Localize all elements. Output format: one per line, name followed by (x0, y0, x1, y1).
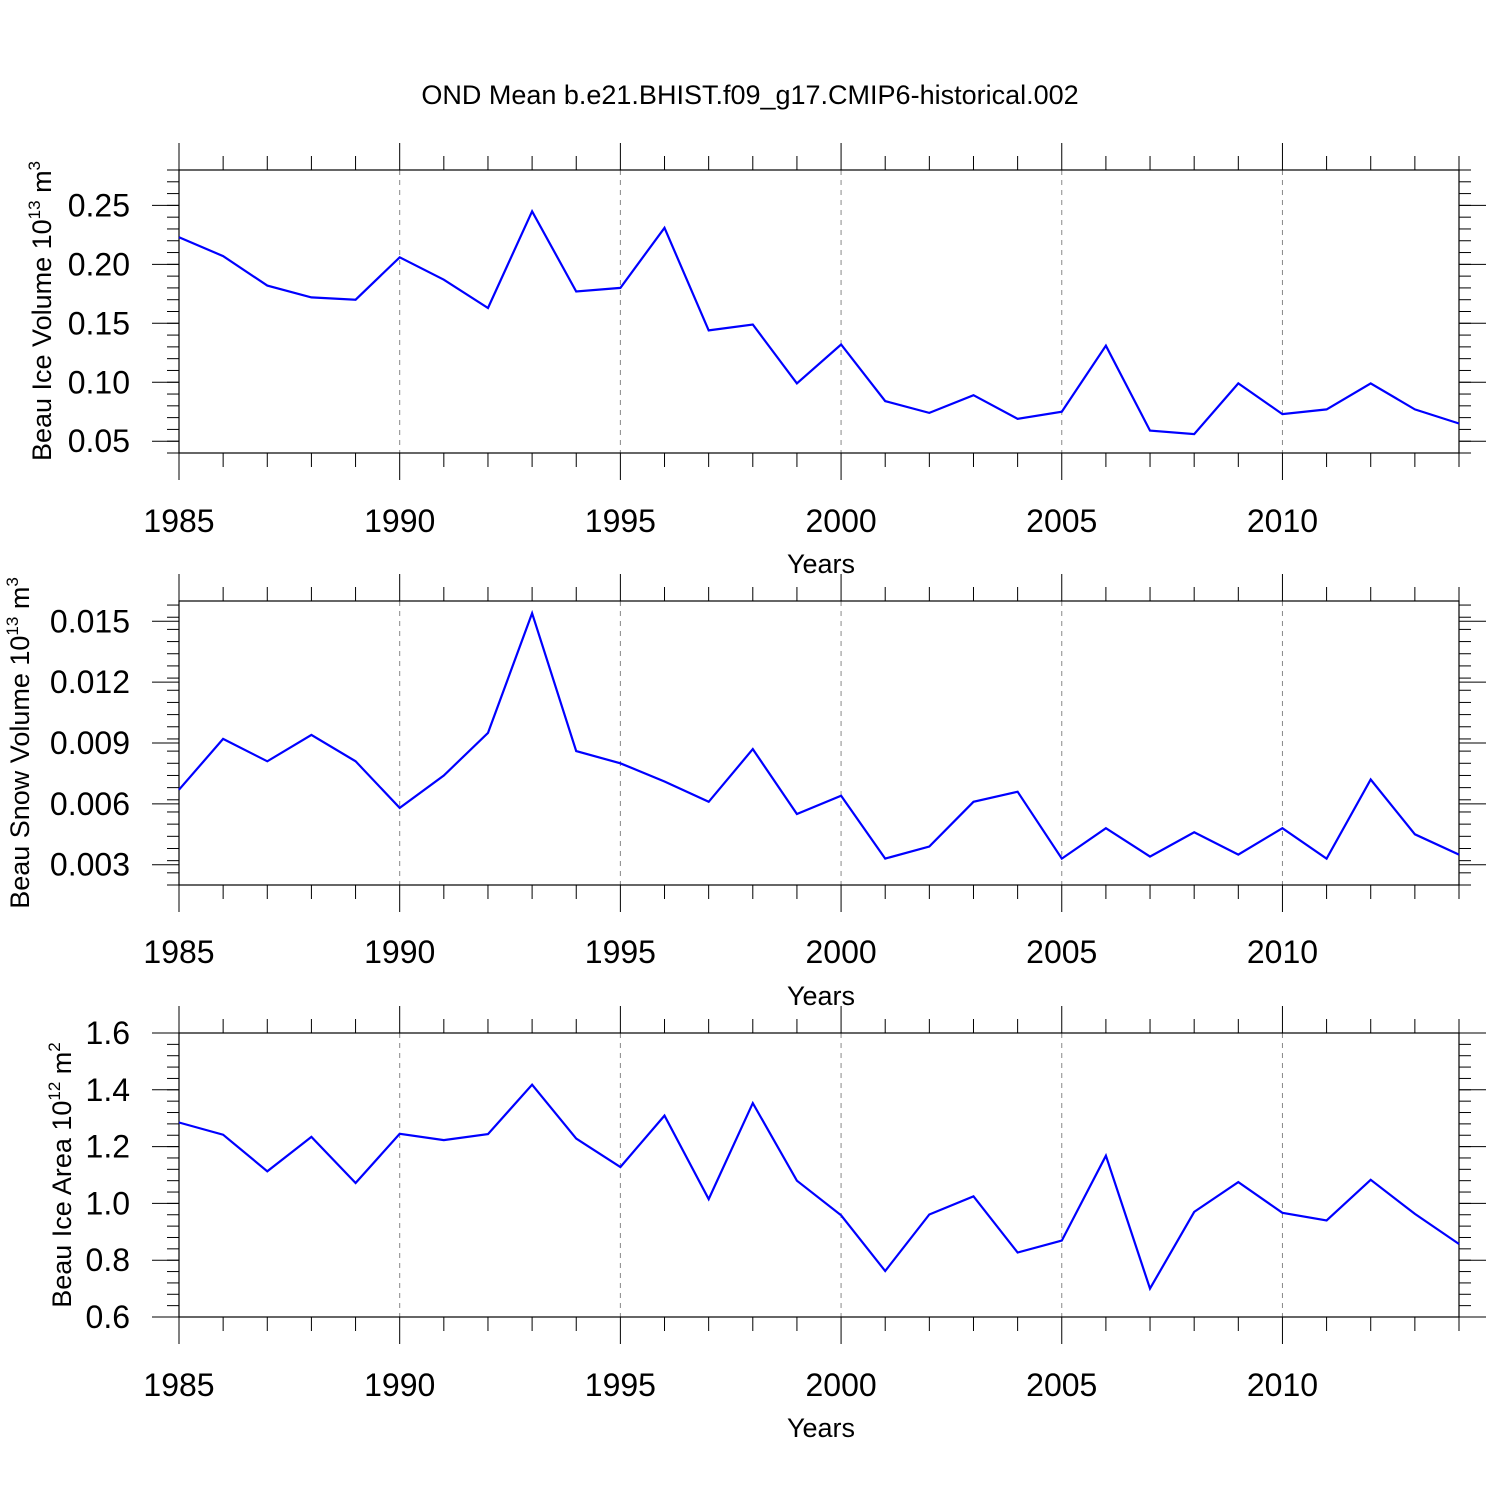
x-tick-label: 2010 (1247, 1367, 1318, 1403)
x-tick-label: 2000 (805, 503, 876, 539)
y-tick-label: 0.15 (68, 305, 130, 341)
series-line (178, 609, 1460, 861)
x-tick-label: 1985 (143, 1367, 214, 1403)
y-tick-label: 0.015 (50, 603, 130, 639)
x-tick-label: 1995 (585, 1367, 656, 1403)
x-axis-label: Years (787, 981, 855, 1011)
x-tick-label: 2000 (805, 1367, 876, 1403)
y-tick-label: 1.6 (86, 1015, 130, 1051)
panel-2: 0.003 0.006 0.009 0.012 0.015 1985 1990 1995 200… (3, 574, 1486, 1011)
x-tick-label: 2005 (1026, 934, 1097, 970)
x-tick-label: 1990 (364, 503, 435, 539)
panel-1: 0.05 0.10 0.15 0.20 0.25 1985 1990 1995 2000 2005… (25, 143, 1486, 579)
plot-frame (178, 600, 1460, 886)
y-tick-label: 0.003 (50, 847, 130, 883)
y-tick-label: 0.25 (68, 187, 130, 223)
y-tick-label: 0.009 (50, 725, 130, 761)
y-tick-label: 0.8 (86, 1242, 130, 1278)
x-tick-label: 1995 (585, 934, 656, 970)
y-tick-label: 1.0 (86, 1185, 130, 1221)
y-axis-label: Beau Ice Volume 1013 m3 (25, 161, 57, 461)
x-tick-label: 1995 (585, 503, 656, 539)
x-tick-label: 2005 (1026, 503, 1097, 539)
y-axis-label: Beau Snow Volume 1013 m3 (3, 577, 35, 909)
y-tick-label: 0.006 (50, 786, 130, 822)
x-axis-label: Years (787, 549, 855, 579)
y-tick-label: 1.2 (86, 1129, 130, 1165)
plot-frame (178, 1032, 1460, 1318)
figure-title: OND Mean b.e21.BHIST.f09_g17.CMIP6-histo… (421, 80, 1079, 110)
x-tick-label: 2005 (1026, 1367, 1097, 1403)
x-tick-label: 1985 (143, 503, 214, 539)
x-tick-label: 2010 (1247, 934, 1318, 970)
x-tick-label: 1990 (364, 934, 435, 970)
plot-frame (178, 169, 1460, 454)
series-line (178, 1083, 1460, 1292)
y-tick-label: 0.10 (68, 364, 130, 400)
y-tick-label: 0.05 (68, 423, 130, 459)
x-tick-label: 1990 (364, 1367, 435, 1403)
y-axis-label: Beau Ice Area 1012 m2 (45, 1042, 77, 1308)
x-axis-label: Years (787, 1413, 855, 1443)
y-tick-label: 0.20 (68, 246, 130, 282)
panel-3: 0.6 0.8 1.0 1.2 1.4 1.6 1985 1990 1995 2000 2005 20… (45, 1006, 1486, 1443)
x-tick-label: 2000 (805, 934, 876, 970)
y-tick-label: 0.012 (50, 664, 130, 700)
x-tick-label: 1985 (143, 934, 214, 970)
series-line (178, 208, 1460, 436)
x-tick-label: 2010 (1247, 503, 1318, 539)
y-tick-label: 0.6 (86, 1299, 130, 1335)
y-tick-label: 1.4 (86, 1072, 130, 1108)
